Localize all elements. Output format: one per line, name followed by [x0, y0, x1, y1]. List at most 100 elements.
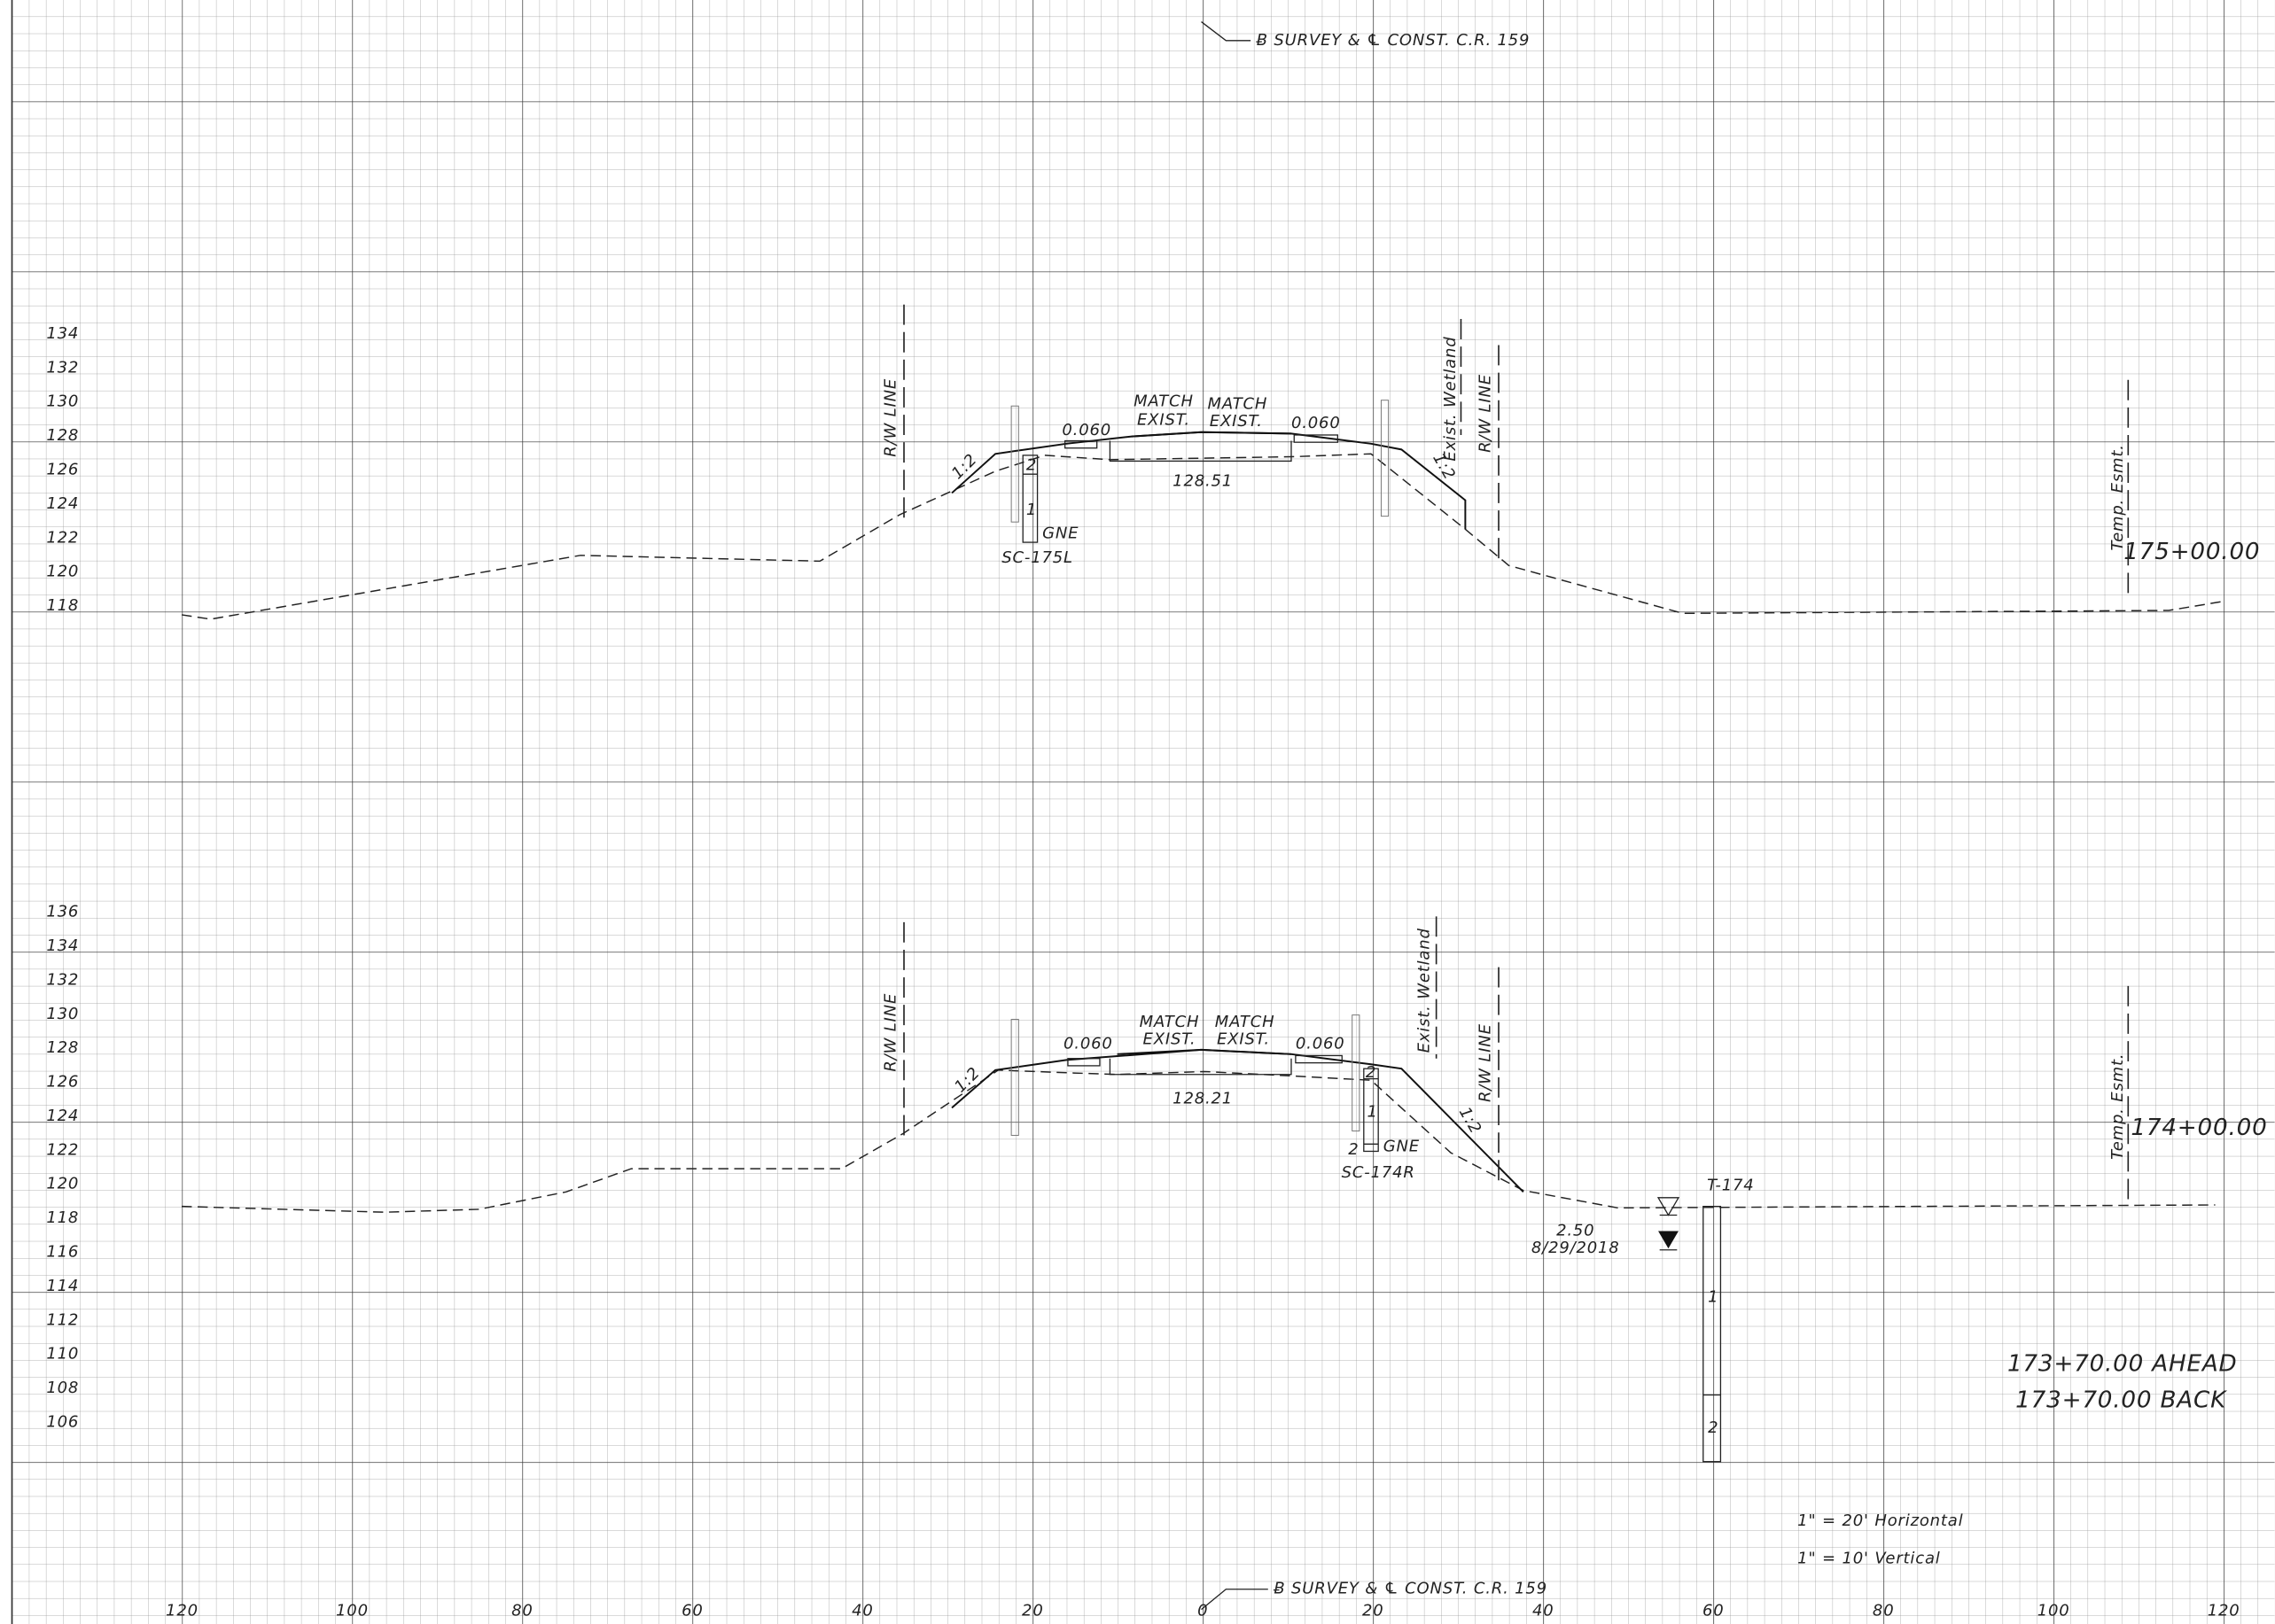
rw-line-label: R/W LINE: [881, 993, 900, 1072]
boring-id: SC-175L: [1001, 548, 1073, 567]
rw-line-label: R/W LINE: [1476, 374, 1494, 453]
elevation-label: 136: [46, 903, 79, 921]
layer-label: 1: [1708, 1288, 1718, 1307]
offset-label: 20: [1022, 1601, 1044, 1620]
leader-arrow: [1201, 1589, 1268, 1611]
existing-ground: [181, 1069, 2216, 1213]
shoulder: [1295, 1054, 1343, 1064]
elevation-label: 114: [46, 1277, 79, 1295]
elevation-label: 122: [46, 528, 79, 547]
station-ahead: 173+70.00 AHEAD: [2007, 1351, 2238, 1378]
test-hole: [1702, 1206, 1722, 1463]
pavement: [1131, 431, 1291, 438]
station-label: 175+00.00: [2123, 539, 2260, 565]
boring: [1363, 1068, 1379, 1153]
offset-label: 20: [1362, 1601, 1384, 1620]
cross-slope: 0.060: [1296, 1034, 1345, 1053]
scale-horizontal: 1" = 20' Horizontal: [1797, 1511, 1963, 1530]
cross-slope: 0.060: [1063, 1034, 1113, 1053]
water-symbol: [1658, 1231, 1679, 1249]
boring-type: GNE: [1383, 1138, 1420, 1156]
layer-label: 2: [1348, 1140, 1359, 1159]
easement-label: Temp. Esmt.: [2108, 1053, 2127, 1160]
elevation-label: 108: [46, 1379, 79, 1397]
offset-label: 80: [511, 1601, 534, 1620]
grade-label: 128.51: [1173, 471, 1233, 490]
shoulder: [1067, 1058, 1101, 1067]
survey-note: Ƀ SURVEY & ℄ CONST. C.R. 159: [1256, 31, 1531, 50]
elevation-label: 126: [46, 461, 79, 479]
offset-label: 80: [1873, 1601, 1895, 1620]
offset-label: 60: [1702, 1601, 1725, 1620]
elevation-label: 132: [46, 970, 79, 989]
pavement: [1117, 1048, 1292, 1055]
elevation-label: 122: [46, 1140, 79, 1159]
elevation-label: 118: [46, 596, 79, 615]
elevation-label: 124: [46, 494, 79, 513]
station-back: 173+70.00 BACK: [2015, 1387, 2227, 1413]
rw-line-label: R/W LINE: [881, 378, 900, 457]
station-label: 174+00.00: [2131, 1115, 2267, 1141]
match-label: EXIST.: [1143, 1030, 1196, 1048]
water-symbol: [1656, 1197, 1680, 1216]
elevation-label: 130: [46, 1005, 79, 1023]
match-label: EXIST.: [1217, 1030, 1270, 1048]
section-175: R/W LINE 1:2 2 1 GNE SC-175L 0.060 MATCH…: [181, 304, 2260, 620]
wetland-label: Exist. Wetland: [1415, 928, 1434, 1053]
scale-vertical: 1" = 10' Vertical: [1797, 1549, 1940, 1567]
elevation-label: 124: [46, 1107, 79, 1125]
elevation-label: 130: [46, 392, 79, 411]
easement-label: Temp. Esmt.: [2108, 444, 2127, 550]
match-label: MATCH: [1215, 1013, 1275, 1031]
guardrail: [1380, 400, 1390, 517]
grade-line: [1109, 1058, 1292, 1076]
offset-label: 100: [2037, 1601, 2070, 1620]
water-depth: 2.50: [1556, 1221, 1594, 1239]
wetland-label: Exist. Wetland: [1441, 336, 1460, 461]
boring-id: SC-174R: [1342, 1163, 1415, 1182]
offset-label: 120: [2208, 1601, 2240, 1620]
rw-line-label: R/W LINE: [1476, 1023, 1494, 1102]
section-174: R/W LINE 1:2 0.060 MATCH EXIST. MATCH EX…: [181, 916, 2267, 1463]
match-label: EXIST.: [1210, 412, 1263, 431]
elevation-label: 128: [46, 426, 79, 445]
cross-slope: 0.060: [1062, 421, 1111, 439]
grade-line: [1109, 440, 1292, 462]
offset-label: 40: [852, 1601, 874, 1620]
layer-label: 2: [1026, 455, 1037, 474]
elevation-label: 134: [46, 324, 79, 343]
leader-arrow: [1201, 21, 1251, 42]
test-hole-id: T-174: [1707, 1177, 1754, 1195]
shoulder: [1293, 434, 1339, 443]
elevation-label: 118: [46, 1208, 79, 1227]
offset-label: 0: [1197, 1601, 1208, 1620]
elevation-label: 132: [46, 358, 79, 377]
grade-label: 128.21: [1173, 1090, 1233, 1108]
shoulder: [1064, 439, 1098, 449]
boring-type: GNE: [1042, 524, 1079, 542]
match-label: MATCH: [1134, 392, 1194, 410]
match-label: EXIST.: [1137, 411, 1190, 430]
match-label: MATCH: [1140, 1013, 1200, 1031]
elevation-label: 110: [46, 1345, 79, 1364]
elevation-label: 120: [46, 1175, 79, 1193]
elevation-label: 116: [46, 1243, 79, 1262]
offset-label: 60: [682, 1601, 704, 1620]
water-date: 8/29/2018: [1531, 1239, 1620, 1257]
layer-label: 1: [1367, 1102, 1377, 1121]
major-grid: [12, 0, 2275, 1624]
guardrail: [1010, 1019, 1019, 1136]
match-label: MATCH: [1208, 395, 1268, 414]
elevation-label: 128: [46, 1038, 79, 1057]
guardrail: [1010, 405, 1019, 523]
layer-label: 2: [1366, 1063, 1376, 1082]
elevation-label: 134: [46, 936, 79, 955]
cross-slope: 0.060: [1291, 414, 1341, 432]
guardrail: [1352, 1014, 1360, 1132]
elevation-label: 126: [46, 1073, 79, 1092]
offset-label: 100: [336, 1601, 369, 1620]
layer-label: 1: [1026, 501, 1037, 519]
elevation-label: 120: [46, 563, 79, 581]
elevation-label: 112: [46, 1310, 79, 1329]
